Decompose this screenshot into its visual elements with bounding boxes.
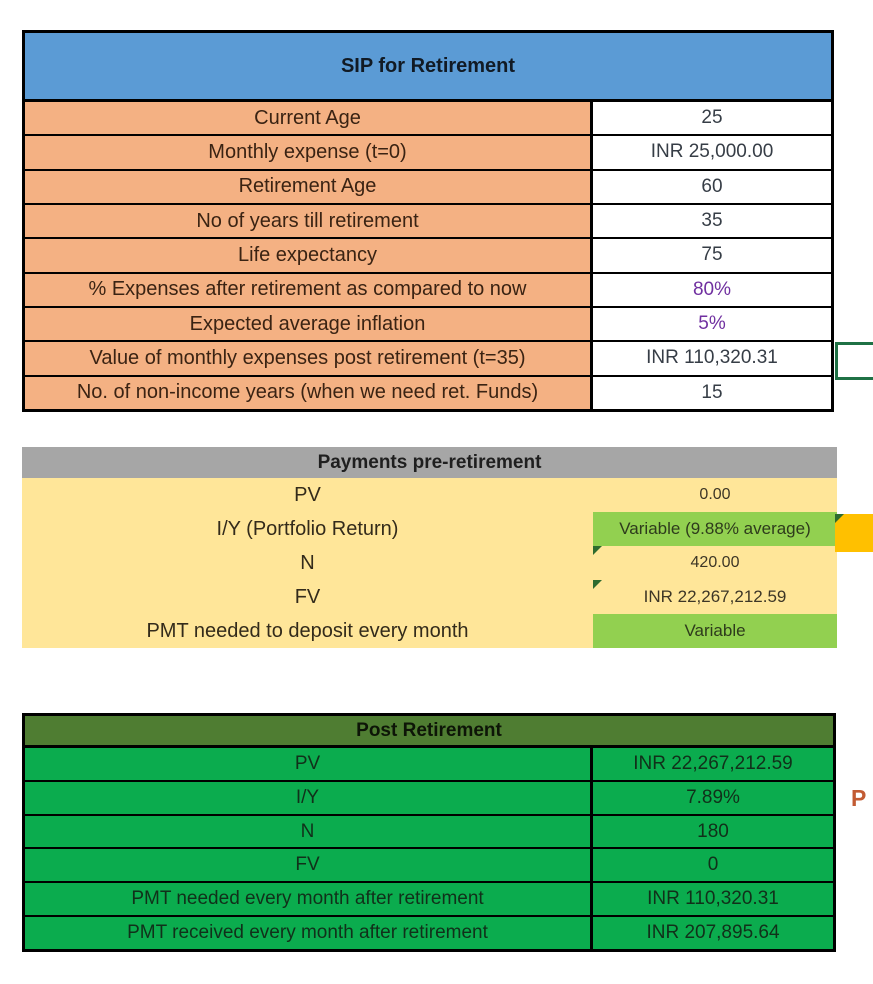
cell-expense-percent-label[interactable]: % Expenses after retirement as compared … [25,273,593,306]
pre-retirement-table: Payments pre-retirement PV 0.00 I/Y (Por… [22,447,837,648]
cell-n-value[interactable]: 420.00 [593,546,837,580]
cell-n-label[interactable]: N [300,551,315,574]
cell-life-expectancy-value[interactable]: 75 [593,239,831,272]
post-retirement-title-cell[interactable]: Post Retirement [25,716,833,748]
cell-post-fv-value[interactable]: 0 [707,854,719,876]
table-row: FV INR 22,267,212.59 [22,580,837,614]
table-row: PMT needed to deposit every month Variab… [22,614,837,648]
cell-fv-value[interactable]: INR 22,267,212.59 [593,580,837,614]
selected-cell-outline[interactable] [835,342,873,380]
cell-post-n-value[interactable]: 180 [697,820,729,842]
error-indicator-icon [593,546,602,555]
cell-inflation-value[interactable]: 5% [593,307,831,341]
cell-fv-label[interactable]: FV [294,585,321,608]
cell-pmt-needed-label[interactable]: PMT needed every month after retirement [25,883,593,916]
cell-post-retirement-expense-label[interactable]: Value of monthly expenses post retiremen… [25,342,593,375]
cell-current-age-value[interactable]: 25 [593,102,831,135]
cell-non-income-years-value[interactable]: 15 [593,376,831,409]
cell-non-income-years-label[interactable]: No. of non-income years (when we need re… [25,376,593,409]
table-row: No of years till retirement 35 [25,202,831,238]
post-retirement-table: Post Retirement PV INR 22,267,212.59 I/Y… [22,713,836,952]
cell-monthly-expense-label[interactable]: Monthly expense (t=0) [25,136,593,169]
error-indicator-icon [593,580,602,589]
pre-retirement-title-cell[interactable]: Payments pre-retirement [22,447,837,478]
cell-monthly-expense-value[interactable]: INR 25,000.00 [593,136,831,169]
cell-years-till-retirement-value[interactable]: 35 [593,204,831,238]
cell-pmt-received-value[interactable]: INR 207,895.64 [646,922,780,944]
error-indicator-icon [835,514,844,523]
cell-post-pv-label[interactable]: PV [25,748,593,780]
cell-retirement-age-label[interactable]: Retirement Age [25,170,593,203]
table-row: PV INR 22,267,212.59 [25,748,833,780]
table-row: N 420.00 [22,546,837,580]
table-row: PMT needed every month after retirement … [25,881,833,916]
cell-pv-label[interactable]: PV [294,483,321,506]
cell-pmt-deposit-value[interactable]: Variable [593,614,837,648]
cell-life-expectancy-label[interactable]: Life expectancy [25,239,593,272]
cell-pmt-received-label[interactable]: PMT received every month after retiremen… [25,917,593,949]
cell-portfolio-return-label[interactable]: I/Y (Portfolio Return) [216,517,399,540]
cell-expense-percent-value[interactable]: 80% [593,273,831,306]
table-row: Current Age 25 [25,102,831,135]
table-row: Value of monthly expenses post retiremen… [25,340,831,375]
cell-post-retirement-expense-value[interactable]: INR 110,320.31 [593,342,831,375]
table-row: Monthly expense (t=0) INR 25,000.00 [25,134,831,169]
cell-pmt-deposit-label[interactable]: PMT needed to deposit every month [146,619,469,642]
table-row: % Expenses after retirement as compared … [25,271,831,306]
highlight-shape[interactable] [835,514,873,552]
table-row: Life expectancy 75 [25,237,831,272]
cell-current-age-label[interactable]: Current Age [25,102,593,135]
cell-retirement-age-value[interactable]: 60 [593,170,831,203]
cell-post-pv-value[interactable]: INR 22,267,212.59 [633,752,793,774]
table-row: I/Y 7.89% [25,779,833,814]
clipped-text: P [851,785,867,811]
cell-post-n-label[interactable]: N [25,815,593,848]
cell-post-fv-label[interactable]: FV [25,849,593,882]
cell-inflation-label[interactable]: Expected average inflation [25,307,593,341]
table-row: I/Y (Portfolio Return) Variable (9.88% a… [22,512,837,546]
table-row: Expected average inflation 5% [25,305,831,341]
cell-pmt-needed-value[interactable]: INR 110,320.31 [647,888,779,910]
cell-years-till-retirement-label[interactable]: No of years till retirement [25,204,593,238]
table-row: N 180 [25,813,833,848]
table-row: PV 0.00 [22,478,837,512]
table-row: PMT received every month after retiremen… [25,915,833,949]
cell-post-iy-label[interactable]: I/Y [25,781,593,814]
cell-pv-value[interactable]: 0.00 [699,486,731,503]
cell-portfolio-return-value[interactable]: Variable (9.88% average) [593,512,837,546]
cell-post-iy-value[interactable]: 7.89% [686,786,740,808]
table-row: FV 0 [25,847,833,882]
table-row: Retirement Age 60 [25,168,831,203]
table-row: No. of non-income years (when we need re… [25,374,831,409]
sip-table-title-cell[interactable]: SIP for Retirement [25,33,831,102]
sip-table: SIP for Retirement Current Age 25 Monthl… [22,30,834,412]
